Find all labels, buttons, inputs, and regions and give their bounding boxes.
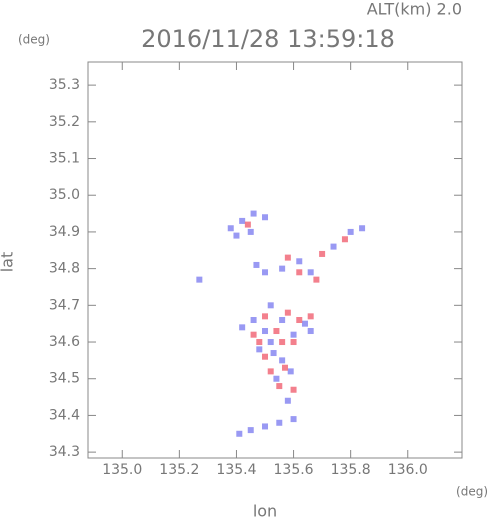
y-tick-label: 34.3 (49, 444, 80, 460)
echo-point (296, 269, 303, 276)
echo-point (287, 368, 294, 375)
echo-point (301, 320, 308, 327)
echo-point (279, 265, 286, 272)
echo-point (262, 353, 269, 360)
echo-point (347, 228, 354, 235)
y-tick-label: 35.0 (49, 187, 80, 203)
echo-point (273, 328, 280, 335)
echo-point (284, 254, 291, 261)
x-unit: (deg) (456, 485, 488, 499)
echo-point (279, 357, 286, 364)
echo-point (262, 214, 269, 221)
echo-point (250, 331, 257, 338)
echo-point (250, 210, 257, 217)
echo-point (296, 258, 303, 265)
echo-point (307, 269, 314, 276)
x-tick-label: 135.8 (331, 462, 371, 478)
echo-point (279, 317, 286, 324)
x-tick-label: 135.6 (274, 462, 314, 478)
echo-point (307, 328, 314, 335)
echo-point (330, 243, 337, 250)
echo-point (233, 232, 240, 239)
y-axis-label: lat (0, 252, 17, 273)
echo-point (276, 383, 283, 390)
echo-point (262, 423, 269, 430)
echo-point (247, 427, 254, 434)
x-tick-label: 135.0 (102, 462, 142, 478)
echo-point (262, 313, 269, 320)
y-tick-label: 35.1 (49, 151, 80, 167)
echo-point (267, 368, 274, 375)
y-tick-label: 34.5 (49, 371, 80, 387)
echo-point (227, 225, 234, 232)
y-unit: (deg) (18, 33, 50, 47)
echo-point (262, 269, 269, 276)
x-tick-label: 135.4 (216, 462, 256, 478)
echo-point (341, 236, 348, 243)
chart-title: 2016/11/28 13:59:18 (141, 25, 395, 53)
echo-point (290, 416, 297, 423)
echo-point (296, 317, 303, 324)
echo-point (262, 328, 269, 335)
echo-point (244, 221, 251, 228)
y-tick-label: 34.8 (49, 261, 80, 277)
echo-point (253, 261, 260, 268)
echo-point (273, 375, 280, 382)
x-tick-label: 136.0 (388, 462, 428, 478)
y-tick-label: 34.7 (49, 297, 80, 313)
echo-point (284, 397, 291, 404)
echo-point (313, 276, 320, 283)
echo-point (284, 309, 291, 316)
echo-point (196, 276, 203, 283)
y-tick-label: 35.3 (49, 77, 80, 93)
y-tick-label: 34.4 (49, 407, 80, 423)
echo-point (250, 317, 257, 324)
y-tick-label: 35.2 (49, 114, 80, 130)
echo-point (256, 339, 263, 346)
y-tick-label: 34.9 (49, 224, 80, 240)
echo-point (319, 250, 326, 257)
echo-point (281, 364, 288, 371)
echo-point (239, 324, 246, 331)
echo-point (279, 339, 286, 346)
echo-point (236, 430, 243, 437)
echo-point (267, 339, 274, 346)
echo-point (290, 331, 297, 338)
echo-point (267, 302, 274, 309)
altitude-label: ALT(km) 2.0 (367, 0, 462, 19)
echo-point (290, 339, 297, 346)
echo-point (307, 313, 314, 320)
echo-point (276, 419, 283, 426)
echo-point (256, 346, 263, 353)
x-axis-label: lon (253, 502, 277, 521)
echo-point (290, 386, 297, 393)
echo-point (270, 350, 277, 357)
echo-point (247, 228, 254, 235)
y-tick-label: 34.6 (49, 334, 80, 350)
echo-point (359, 225, 366, 232)
plot-frame (87, 61, 463, 459)
x-tick-label: 135.2 (159, 462, 199, 478)
echo-point (239, 217, 246, 224)
